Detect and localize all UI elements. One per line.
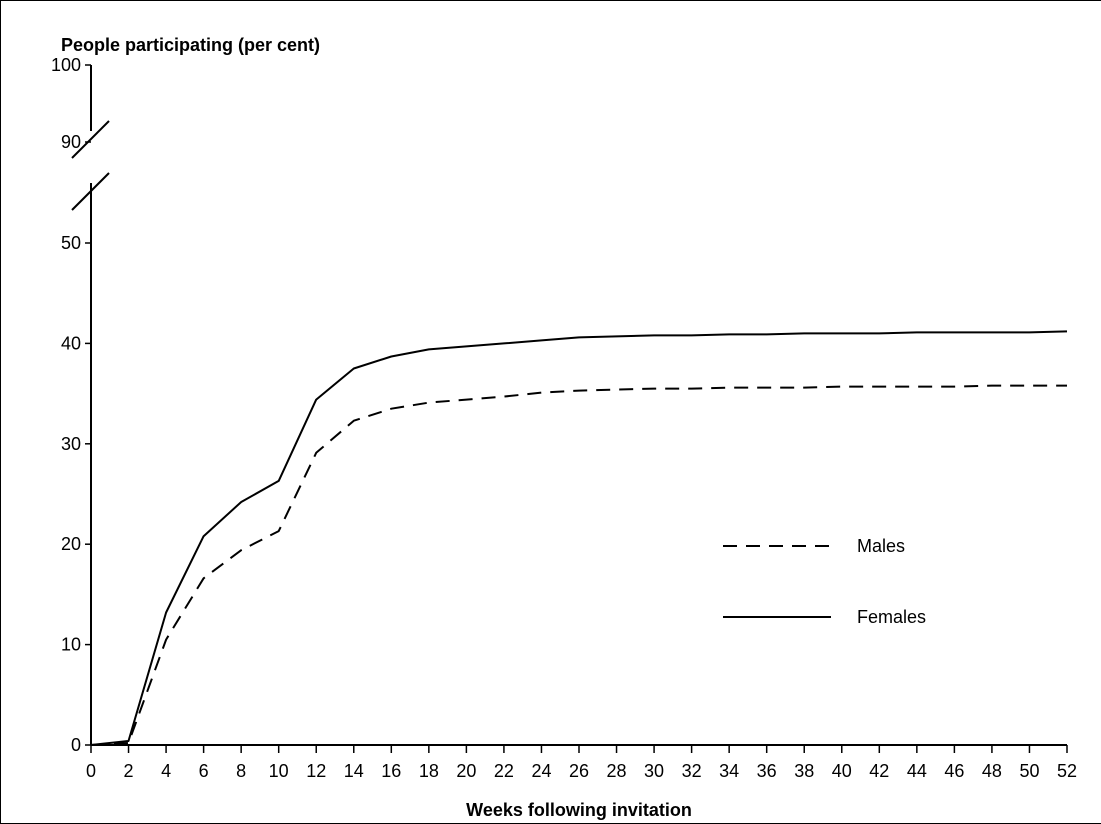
x-tick-label-52: 52 — [1057, 761, 1077, 781]
x-tick-label-12: 12 — [306, 761, 326, 781]
axis-break-mark-lower — [71, 172, 110, 211]
x-tick-label-38: 38 — [794, 761, 814, 781]
x-tick-label-32: 32 — [682, 761, 702, 781]
x-tick-label-44: 44 — [907, 761, 927, 781]
legend-label-females: Females — [857, 607, 926, 627]
y-tick-label-0: 0 — [71, 735, 81, 755]
x-axis-title: Weeks following invitation — [466, 800, 692, 820]
legend-label-males: Males — [857, 536, 905, 556]
x-tick-label-26: 26 — [569, 761, 589, 781]
x-tick-label-48: 48 — [982, 761, 1002, 781]
series-line-males — [90, 384, 1067, 746]
x-tick-label-18: 18 — [419, 761, 439, 781]
x-tick-label-4: 4 — [161, 761, 171, 781]
x-tick-label-16: 16 — [381, 761, 401, 781]
y-tick-label-20: 20 — [61, 534, 81, 554]
x-tick-label-30: 30 — [644, 761, 664, 781]
x-tick-label-6: 6 — [199, 761, 209, 781]
y-tick-label-90: 90 — [61, 132, 81, 152]
axis-break-mark-upper — [71, 120, 110, 159]
x-tick-label-8: 8 — [236, 761, 246, 781]
x-tick-label-10: 10 — [269, 761, 289, 781]
series-layer — [90, 330, 1068, 746]
y-tick-label-10: 10 — [61, 635, 81, 655]
y-axis-title: People participating (per cent) — [61, 35, 320, 55]
x-tick-label-42: 42 — [869, 761, 889, 781]
y-tick-label-100: 100 — [51, 55, 81, 75]
x-tick-label-40: 40 — [832, 761, 852, 781]
x-tick-label-46: 46 — [944, 761, 964, 781]
x-tick-label-22: 22 — [494, 761, 514, 781]
x-tick-label-24: 24 — [531, 761, 551, 781]
x-tick-label-34: 34 — [719, 761, 739, 781]
x-tick-label-0: 0 — [86, 761, 96, 781]
x-tick-label-2: 2 — [124, 761, 134, 781]
x-tick-label-50: 50 — [1019, 761, 1039, 781]
x-tick-label-20: 20 — [456, 761, 476, 781]
x-tick-label-36: 36 — [757, 761, 777, 781]
series-line-females — [90, 330, 1068, 746]
x-tick-label-14: 14 — [344, 761, 364, 781]
x-tick-label-28: 28 — [607, 761, 627, 781]
y-tick-label-50: 50 — [61, 233, 81, 253]
y-tick-label-40: 40 — [61, 333, 81, 353]
y-tick-label-30: 30 — [61, 434, 81, 454]
legend: Males Females — [723, 536, 926, 627]
